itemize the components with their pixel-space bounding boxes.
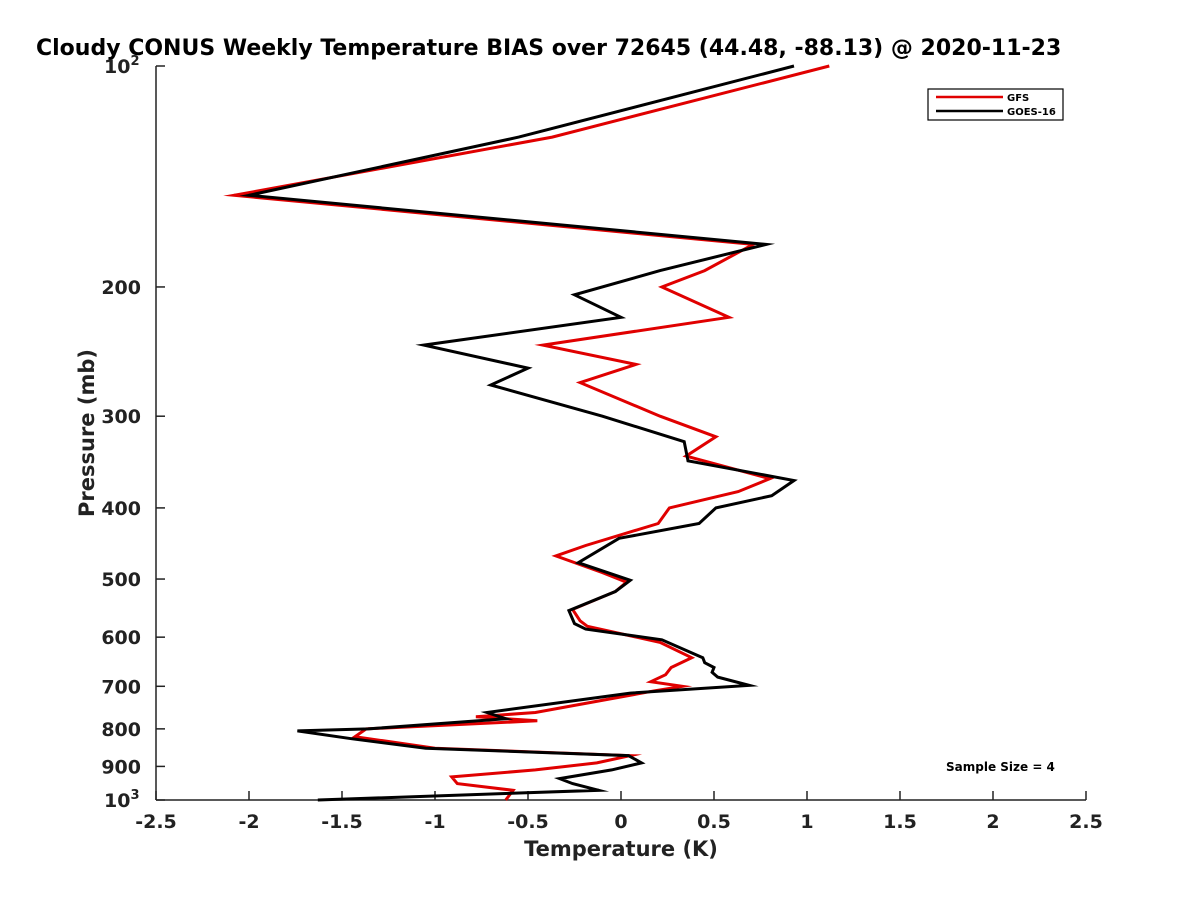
y-tick-label: 800 (101, 719, 141, 741)
y-tick-label: 700 (101, 676, 141, 698)
x-tick-label: 1.5 (883, 811, 917, 833)
x-tick-label: -0.5 (507, 811, 549, 833)
x-tick-label: -2.5 (135, 811, 177, 833)
sample-size-annotation: Sample Size = 4 (946, 760, 1055, 774)
y-tick-label: 200 (101, 277, 141, 299)
x-tick-label: 2.5 (1069, 811, 1103, 833)
x-tick-group: -2.5 -2 -1.5 -1 -0.5 0 0.5 1 1.5 2 2.5 (135, 791, 1103, 833)
y-tick-label: 600 (101, 627, 141, 649)
legend: GFS GOES-16 (927, 88, 1064, 121)
chart-title: Cloudy CONUS Weekly Temperature BIAS ove… (36, 36, 1061, 61)
series-line-goes16 (239, 64, 798, 802)
y-tick-label: 300 (101, 406, 141, 428)
legend-label-gfs: GFS (1007, 93, 1029, 104)
x-tick-label: 0 (614, 811, 627, 833)
y-axis-label: Pressure (mb) (75, 349, 99, 517)
x-tick-label: 2 (986, 811, 999, 833)
series-line-gfs (223, 64, 830, 801)
y-tick-label: 500 (101, 569, 141, 591)
x-tick-label: -2 (238, 811, 259, 833)
x-tick-label: -1 (424, 811, 445, 833)
series-layer (223, 64, 830, 802)
y-tick-label-power: 102 (104, 54, 140, 78)
y-tick-label: 400 (101, 498, 141, 520)
x-tick-label: -1.5 (321, 811, 363, 833)
legend-label-goes16: GOES-16 (1007, 107, 1056, 118)
x-tick-label: 0.5 (697, 811, 731, 833)
x-tick-label: 1 (800, 811, 813, 833)
x-axis-label: Temperature (K) (524, 837, 718, 861)
y-tick-label: 900 (101, 756, 141, 778)
plot-axes (155, 66, 1086, 801)
legend-box (927, 88, 1064, 121)
y-tick-label-power: 103 (104, 788, 140, 812)
y-tick-group: 200 300 400 500 600 700 800 900 102 103 (101, 54, 165, 812)
